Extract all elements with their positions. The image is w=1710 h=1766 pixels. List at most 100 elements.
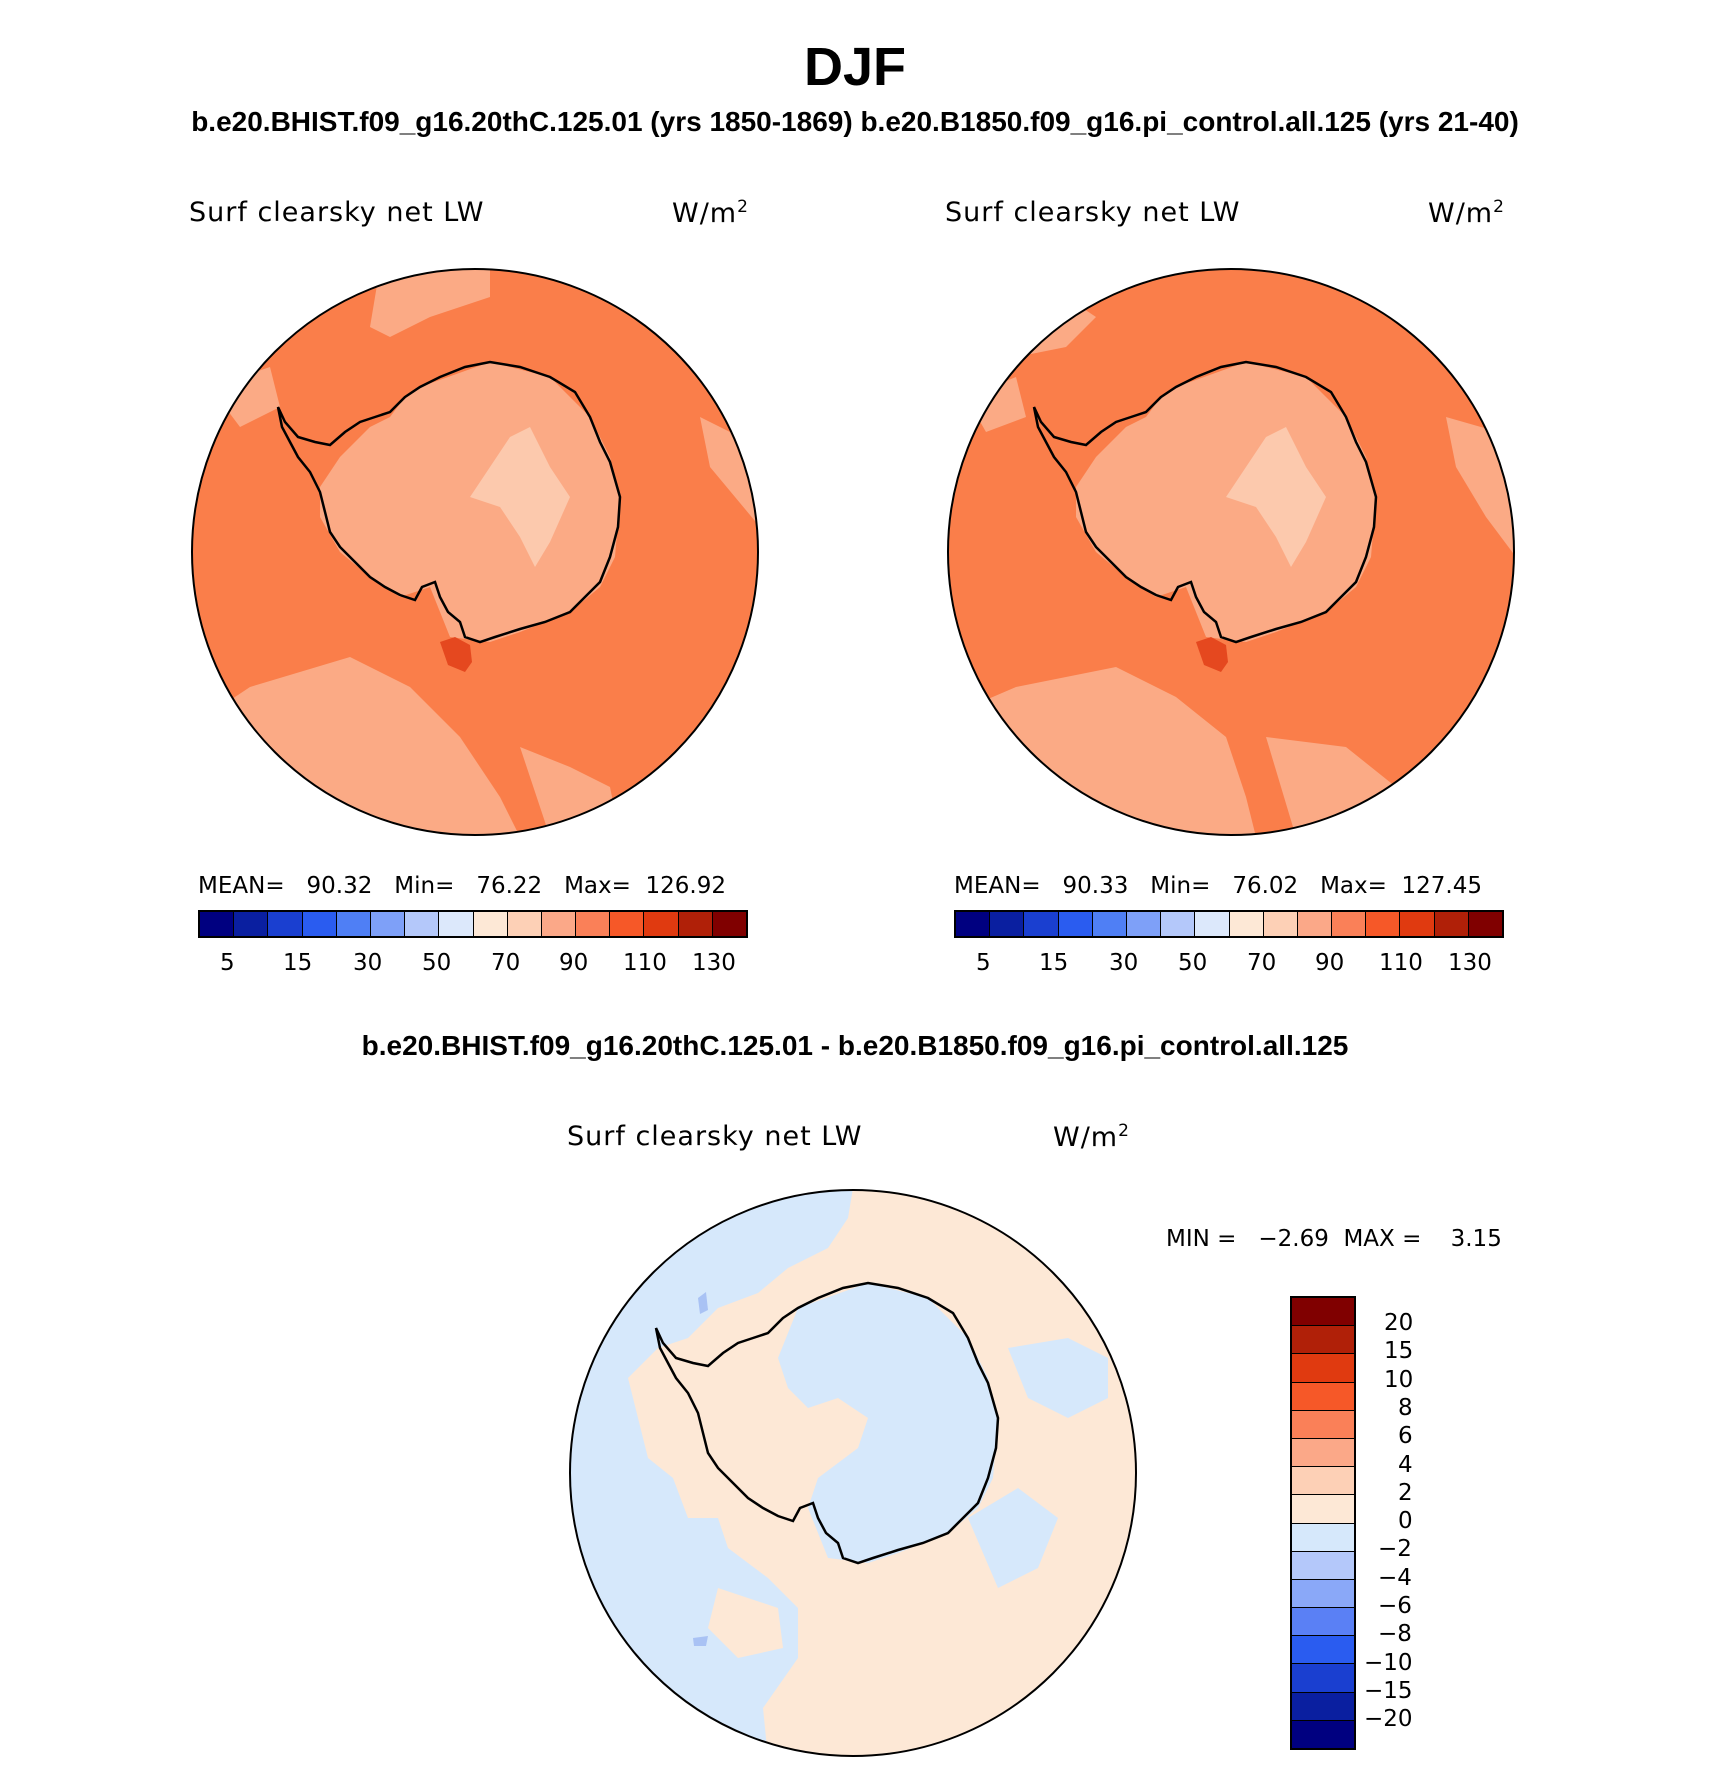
colorbar-label: −20 — [1364, 1706, 1413, 1732]
colorbar-swatch — [1292, 1664, 1354, 1693]
colorbar-swatch — [678, 912, 713, 936]
colorbar-swatch — [1024, 912, 1059, 936]
panel1-title: Surf clearsky net LW — [189, 197, 485, 228]
colorbar-label: 15 — [1384, 1338, 1414, 1364]
panel1-colorbar — [198, 910, 748, 938]
colorbar-swatch — [644, 912, 679, 936]
colorbar-swatch — [1292, 1495, 1354, 1524]
colorbar-label: 70 — [1247, 950, 1277, 976]
colorbar-label: 70 — [491, 950, 521, 976]
colorbar-swatch — [1292, 1326, 1354, 1355]
colorbar-swatch — [712, 912, 746, 936]
colorbar-label: −6 — [1378, 1593, 1412, 1619]
colorbar-swatch — [1292, 1551, 1354, 1580]
colorbar-swatch — [1292, 1298, 1354, 1327]
antarctica-coastline — [276, 360, 622, 644]
colorbar-swatch — [1092, 912, 1127, 936]
colorbar-label: 4 — [1398, 1452, 1413, 1478]
colorbar-swatch — [405, 912, 440, 936]
colorbar-label: 5 — [220, 950, 235, 976]
map-boundary — [947, 268, 1515, 836]
colorbar-swatch — [1161, 912, 1196, 936]
difference-header: b.e20.BHIST.f09_g16.20thC.125.01 - b.e20… — [361, 1030, 1349, 1061]
colorbar-label: −15 — [1364, 1678, 1413, 1704]
colorbar-swatch — [1332, 912, 1367, 936]
panel1-stats: MEAN= 90.32 Min= 76.22 Max= 126.92 — [198, 873, 727, 899]
season-title: DJF — [803, 37, 906, 97]
difference-field — [1008, 1338, 1108, 1418]
colorbar-label: −4 — [1378, 1565, 1412, 1591]
colorbar-swatch — [1292, 1354, 1354, 1383]
diff-colorbar-labels: 20 15 10 8 6 4 2 0 −2 −4 −6 −8 −10 −15 −… — [1364, 1296, 1484, 1756]
colorbar-swatch — [1292, 1467, 1354, 1496]
panel1-colorbar-labels: 5 15 30 50 70 90 110 130 — [198, 950, 748, 980]
antarctica-coastline — [654, 1281, 1000, 1565]
colorbar-swatch — [541, 912, 577, 936]
colorbar-label: 8 — [1398, 1395, 1413, 1421]
colorbar-swatch — [1468, 912, 1502, 936]
colorbar-swatch — [1126, 912, 1162, 936]
colorbar-swatch — [439, 912, 474, 936]
diff-colorbar — [1290, 1296, 1356, 1750]
colorbar-label: 90 — [559, 950, 589, 976]
colorbar-label: 130 — [692, 950, 736, 976]
colorbar-label: −8 — [1378, 1621, 1412, 1647]
colorbar-label: 130 — [1448, 950, 1492, 976]
colorbar-swatch — [302, 912, 337, 936]
colorbar-swatch — [1292, 1579, 1354, 1609]
map-boundary — [569, 1189, 1137, 1757]
colorbar-swatch — [1366, 912, 1401, 936]
colorbar-swatch — [1292, 1636, 1354, 1665]
colorbar-swatch — [610, 912, 645, 936]
antarctica-coastline — [1032, 360, 1378, 644]
colorbar-label: 15 — [283, 950, 313, 976]
difference-field — [698, 1292, 708, 1314]
colorbar-label: −10 — [1364, 1650, 1413, 1676]
diff-polar-map — [569, 1189, 1137, 1757]
colorbar-swatch — [1292, 1438, 1354, 1468]
colorbar-swatch — [1195, 912, 1230, 936]
colorbar-label: 6 — [1398, 1423, 1413, 1449]
diff-panel-stats: MIN = −2.69 MAX = 3.15 — [1166, 1226, 1502, 1252]
colorbar-swatch — [1058, 912, 1093, 936]
colorbar-swatch — [1263, 912, 1298, 936]
colorbar-swatch — [370, 912, 406, 936]
plateau-field — [470, 427, 570, 567]
difference-field — [968, 1488, 1058, 1588]
colorbar-swatch — [336, 912, 371, 936]
difference-field — [708, 1588, 783, 1658]
colorbar-swatch — [507, 912, 542, 936]
colorbar-swatch — [1292, 1523, 1354, 1552]
colorbar-swatch — [1292, 1720, 1354, 1748]
difference-field — [693, 1636, 708, 1646]
colorbar-label: 0 — [1398, 1508, 1413, 1534]
continent-field — [320, 362, 620, 642]
colorbar-swatch — [576, 912, 611, 936]
continent-field — [1076, 362, 1376, 642]
panel2-colorbar-labels: 5 15 30 50 70 90 110 130 — [954, 950, 1504, 980]
contour-band — [370, 269, 490, 337]
difference-field — [778, 1283, 998, 1563]
colorbar-label: 30 — [1109, 950, 1139, 976]
colorbar-label: 30 — [353, 950, 383, 976]
panel2-stats: MEAN= 90.33 Min= 76.02 Max= 127.45 — [954, 873, 1483, 899]
panel2-units: W/m2 — [1428, 197, 1505, 229]
panel1-polar-map — [191, 268, 759, 836]
colorbar-swatch — [1292, 1608, 1354, 1637]
colorbar-label: −2 — [1378, 1536, 1412, 1562]
colorbar-swatch — [1434, 912, 1469, 936]
colorbar-swatch — [234, 912, 269, 936]
colorbar-swatch — [1229, 912, 1264, 936]
colorbar-label: 10 — [1384, 1367, 1414, 1393]
colorbar-label: 2 — [1398, 1480, 1413, 1506]
colorbar-swatch — [1297, 912, 1333, 936]
ross-sea-maximum — [1196, 637, 1228, 672]
panel2-colorbar — [954, 910, 1504, 938]
colorbar-label: 50 — [1178, 950, 1208, 976]
case-header: b.e20.BHIST.f09_g16.20thC.125.01 (yrs 18… — [191, 106, 1519, 137]
colorbar-swatch — [1292, 1382, 1354, 1411]
colorbar-swatch — [268, 912, 303, 936]
plateau-field — [1226, 427, 1326, 567]
panel2-title: Surf clearsky net LW — [945, 197, 1241, 228]
colorbar-label: 110 — [1379, 950, 1423, 976]
